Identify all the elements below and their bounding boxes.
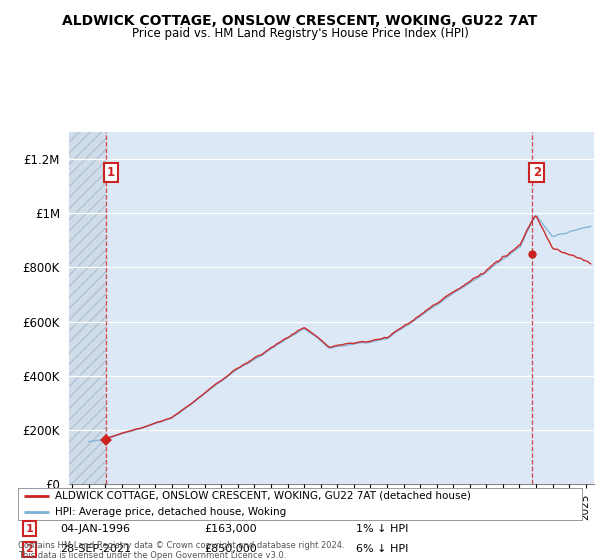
Text: HPI: Average price, detached house, Woking: HPI: Average price, detached house, Woki… xyxy=(55,507,286,517)
Text: ALDWICK COTTAGE, ONSLOW CRESCENT, WOKING, GU22 7AT: ALDWICK COTTAGE, ONSLOW CRESCENT, WOKING… xyxy=(62,14,538,28)
Bar xyxy=(69,132,106,484)
Text: £850,000: £850,000 xyxy=(204,544,257,554)
Text: 1% ↓ HPI: 1% ↓ HPI xyxy=(356,524,409,534)
Text: 04-JAN-1996: 04-JAN-1996 xyxy=(60,524,130,534)
Text: 2: 2 xyxy=(533,166,541,179)
Text: ALDWICK COTTAGE, ONSLOW CRESCENT, WOKING, GU22 7AT (detached house): ALDWICK COTTAGE, ONSLOW CRESCENT, WOKING… xyxy=(55,491,470,501)
Text: Contains HM Land Registry data © Crown copyright and database right 2024.
This d: Contains HM Land Registry data © Crown c… xyxy=(18,540,344,560)
Text: 6% ↓ HPI: 6% ↓ HPI xyxy=(356,544,409,554)
Text: Price paid vs. HM Land Registry's House Price Index (HPI): Price paid vs. HM Land Registry's House … xyxy=(131,27,469,40)
Text: £163,000: £163,000 xyxy=(204,524,257,534)
Text: 2: 2 xyxy=(25,544,33,554)
Text: 1: 1 xyxy=(25,524,33,534)
Text: 28-SEP-2021: 28-SEP-2021 xyxy=(60,544,131,554)
Text: 1: 1 xyxy=(107,166,115,179)
